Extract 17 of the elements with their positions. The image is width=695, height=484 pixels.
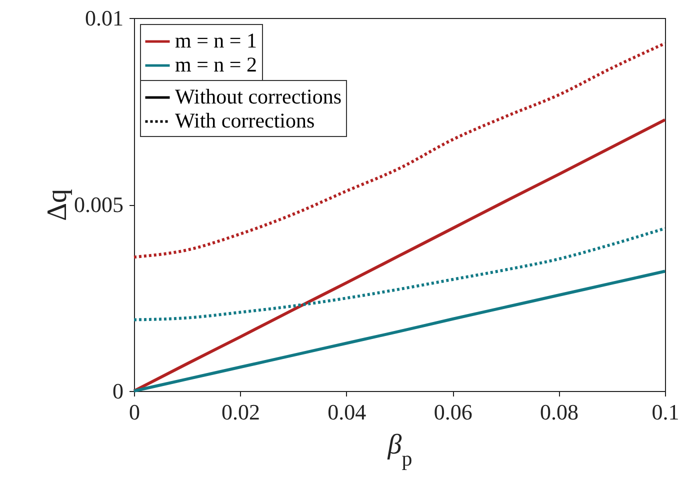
y-tick-label: 0.005 — [74, 192, 124, 217]
x-tick-label: 0.08 — [540, 400, 579, 424]
y-axis-title: Δq — [42, 188, 73, 222]
line-series — [132, 270, 666, 392]
x-tick-label: 0.04 — [328, 400, 366, 424]
x-tick-label: 0 — [129, 400, 140, 424]
x-tick-label: 0.1 — [652, 400, 680, 424]
line-series — [132, 226, 666, 322]
x-axis-title: β$_{p}$ — [386, 430, 412, 470]
legend-label: m = n = 2 — [175, 52, 258, 76]
annotation: Without corrections — [175, 84, 342, 108]
y-tick-label: 0.01 — [85, 6, 124, 30]
y-tick-label: 0 — [112, 378, 124, 404]
x-tick-label: 0.02 — [221, 400, 260, 424]
annotation: With corrections — [175, 108, 315, 132]
x-tick-label: 0.06 — [434, 400, 472, 424]
legend-label: m = n = 1 — [175, 28, 258, 52]
